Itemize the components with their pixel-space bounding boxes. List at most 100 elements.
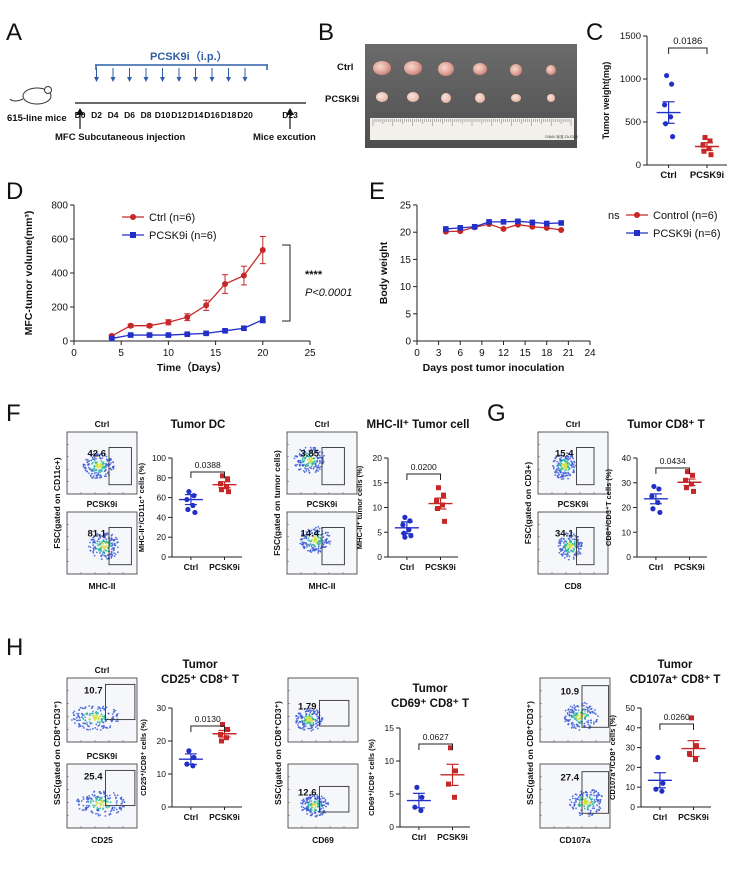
flow-event — [316, 802, 319, 805]
flow-event — [588, 727, 590, 730]
flow-event — [327, 531, 329, 534]
flow-event — [565, 718, 567, 721]
flow-event — [319, 547, 322, 550]
flow-event — [586, 710, 589, 713]
flow-event — [567, 471, 569, 474]
cd25-chart-subtitle: CD25⁺ CD8⁺ T — [161, 674, 239, 686]
flow-event — [308, 545, 311, 547]
flow-event — [104, 536, 106, 539]
flow-label-pcsk9i: PCSK9i — [558, 499, 589, 509]
flow-event — [300, 543, 303, 546]
flow-event — [312, 728, 314, 731]
flow-event — [95, 471, 97, 474]
flow-event — [113, 809, 115, 812]
data-point-ctrl — [192, 509, 198, 516]
flow-event — [123, 801, 126, 803]
flow-event — [316, 540, 319, 543]
flow-event — [557, 462, 560, 465]
flow-event — [314, 726, 317, 728]
treatment-arrowhead — [242, 77, 248, 82]
data-point-pcsk9i — [689, 481, 694, 487]
flow-event — [577, 553, 580, 556]
flow-event — [555, 456, 558, 458]
flow-event — [100, 466, 103, 469]
flow-event — [573, 716, 575, 719]
tumor-volume-chart: 0 200 400 600 800 0 5 10 15 20 25 Time（Days） MFC-tum… — [23, 201, 352, 375]
flow-event — [567, 532, 569, 535]
row-label-pcsk9i: PCSK9i — [325, 94, 359, 105]
significance-bracket — [190, 725, 225, 732]
flow-event — [108, 805, 111, 808]
flow-event — [578, 801, 581, 804]
flow-event — [315, 532, 318, 535]
flow-event — [110, 538, 113, 540]
significance-stars: **** — [305, 269, 323, 281]
data-point-pcsk9i — [219, 738, 224, 744]
flow-event — [93, 467, 96, 470]
flow-event — [310, 717, 312, 719]
flow-event — [574, 706, 577, 708]
flow-event — [579, 722, 582, 724]
flow-event — [304, 807, 306, 810]
flow-event — [78, 708, 81, 711]
flow-event — [317, 547, 320, 550]
flow-event — [304, 534, 306, 536]
flow-event — [97, 533, 99, 536]
flow-event — [103, 535, 106, 538]
treatment-arrowhead — [209, 77, 215, 82]
flow-event — [103, 726, 105, 728]
flow-event — [598, 805, 601, 808]
flow-event — [96, 475, 98, 477]
flow-event — [566, 542, 569, 545]
flow-event — [576, 798, 578, 800]
flow-event — [96, 714, 99, 717]
flow-event — [96, 551, 98, 554]
flow-event — [88, 797, 91, 799]
cd8-chart-title: Tumor CD8⁺ T — [627, 419, 704, 431]
y-tick-label: 20 — [157, 532, 167, 542]
flow-event — [96, 462, 99, 464]
data-point-pcsk9i — [220, 473, 225, 479]
flow-event — [98, 716, 100, 718]
x-tick-label: 20 — [257, 348, 269, 359]
tumor-pcsk9i — [376, 92, 388, 102]
p-value: 0.0260 — [664, 712, 690, 722]
flow-event — [112, 466, 114, 468]
flow-event — [570, 715, 573, 717]
flow-event — [574, 793, 577, 796]
flow-event — [597, 715, 599, 718]
y-tick-label: 25 — [400, 201, 412, 212]
flow-event — [101, 718, 103, 720]
flow-event — [117, 541, 119, 543]
data-point-ctrl — [662, 102, 668, 108]
panel-a: A PCSK9i（i.p.） D0D2D4D6D8D10D12D14D16D18… — [6, 19, 316, 143]
flow-event — [564, 460, 567, 463]
flow-event — [563, 557, 566, 559]
panel-h: H Ctrl 10.7 PCSK9i 25.4 SSC(gated on CD8⁺CD3… — [6, 634, 720, 845]
flow-event — [567, 456, 570, 459]
day-D20: D20 — [237, 110, 253, 120]
flow-event — [563, 470, 566, 472]
flow-plot — [66, 431, 138, 495]
flow-event — [584, 712, 587, 715]
flow-event — [89, 712, 91, 715]
flow-event — [303, 725, 305, 728]
flow-event — [120, 809, 123, 811]
flow-event — [77, 715, 80, 718]
flow-event — [314, 800, 317, 803]
data-point-0 — [500, 225, 507, 232]
flow-gate — [581, 771, 610, 814]
flow-event — [321, 797, 324, 800]
flow-event — [106, 727, 109, 729]
data-point-pcsk9i — [219, 487, 224, 493]
flow-event — [569, 718, 572, 721]
y-tick-label: 10 — [622, 527, 632, 537]
flow-event — [91, 468, 93, 471]
flow-event — [584, 708, 587, 711]
flow-event — [313, 540, 316, 542]
flow-event — [310, 814, 313, 817]
flow-event — [571, 706, 574, 709]
data-point-1 — [184, 331, 191, 337]
flow-event — [557, 545, 560, 547]
flow-event — [596, 809, 599, 811]
